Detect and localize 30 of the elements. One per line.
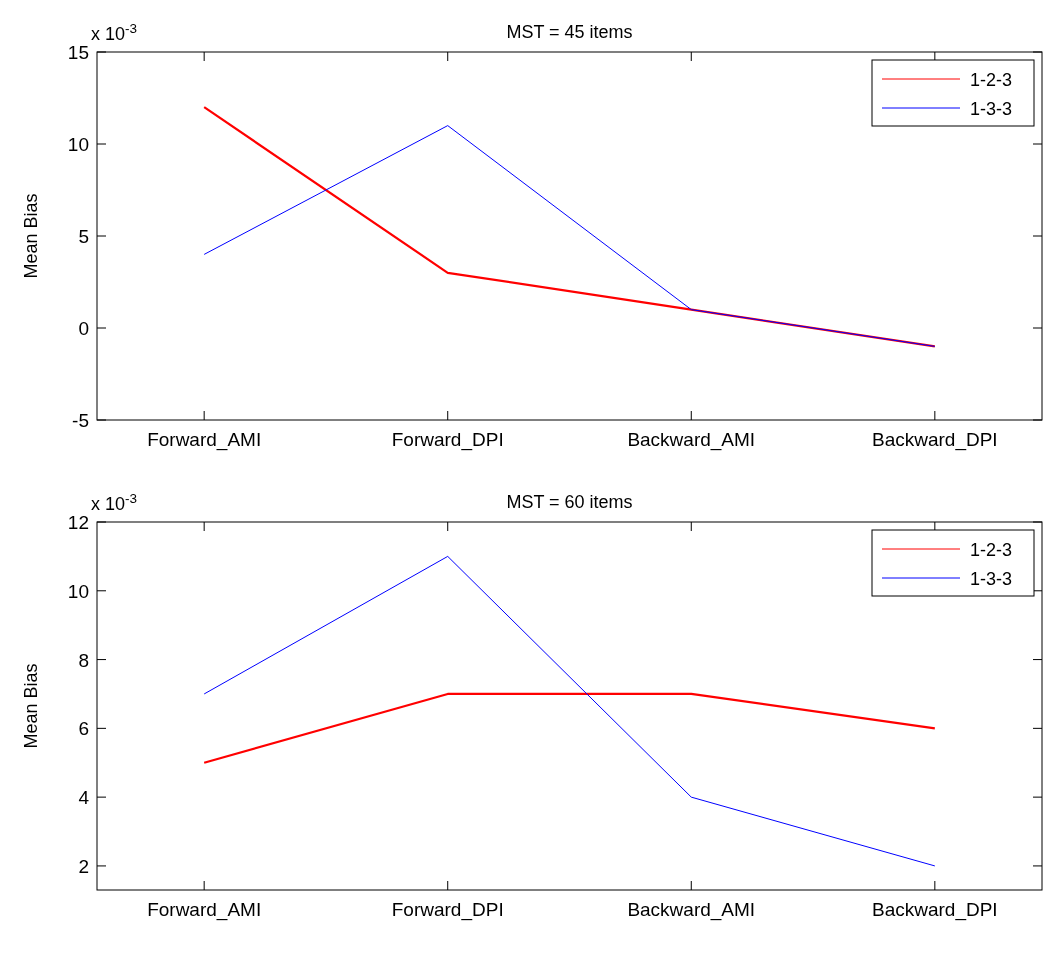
y-axis-title: Mean Bias (21, 663, 41, 749)
y-tick-label: -5 (72, 410, 89, 431)
line-series (203, 555, 936, 867)
text: x 10$^{-3}$ (91, 490, 138, 514)
legend-label: 1-2-3 (970, 70, 1013, 90)
x-tick-label: Backward_AMI (627, 429, 756, 451)
y-tick-label: 15 (67, 42, 89, 63)
x-tick-label: Backward_AMI (627, 899, 756, 921)
y-tick-label: 4 (78, 787, 90, 809)
chart-title: MST = 45 items (506, 22, 633, 42)
x-tick-label: Backward_DPI (872, 899, 998, 921)
y-tick-label: 5 (78, 226, 89, 247)
y-tick-label: 10 (67, 134, 89, 155)
legend-label: 1-2-3 (970, 540, 1013, 560)
x-tick-label: Forward_AMI (147, 429, 262, 451)
y-tick-label: 0 (78, 318, 89, 339)
x-tick-label: Forward_AMI (147, 899, 262, 921)
legend-label: 1-3-3 (970, 99, 1013, 119)
x-tick-label: Backward_DPI (872, 429, 998, 451)
y-axis-title: Mean Bias (21, 193, 41, 279)
x-tick-label: Forward_DPI (391, 429, 504, 451)
y-tick-label: 8 (78, 649, 89, 671)
legend-label: 1-3-3 (970, 569, 1013, 589)
y-tick-label: 2 (78, 855, 89, 877)
y-tick-label: 10 (67, 580, 89, 602)
y-tick-label: 6 (78, 718, 89, 740)
chart-title: MST = 60 items (506, 492, 633, 512)
x-tick-label: Forward_DPI (391, 899, 504, 921)
text: x 10$^{-3}$ (91, 20, 138, 44)
y-tick-label: 12 (67, 512, 89, 533)
